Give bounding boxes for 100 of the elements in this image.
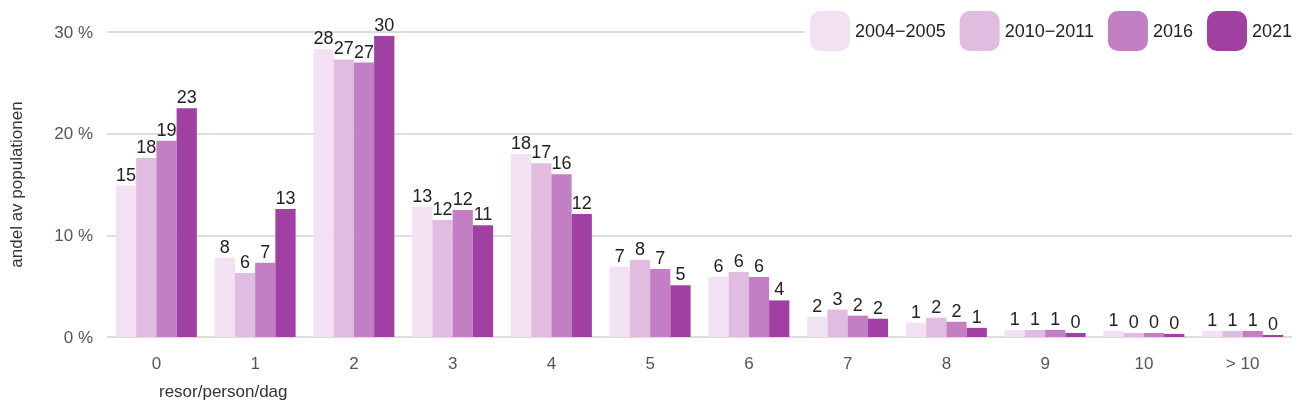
x-tick-label: 7 — [842, 354, 853, 373]
data-label: 1 — [1050, 308, 1061, 329]
x-tick-label: 4 — [546, 354, 557, 373]
bar — [432, 220, 453, 337]
bar — [1004, 329, 1025, 337]
data-label: 16 — [551, 153, 572, 174]
bar — [847, 315, 868, 337]
bar — [115, 185, 137, 337]
data-label: 2 — [812, 295, 823, 316]
data-label: 30 — [374, 15, 395, 36]
data-label: 6 — [733, 250, 744, 271]
data-label: 18 — [510, 133, 532, 153]
data-label: 1 — [1030, 308, 1041, 329]
bar — [708, 277, 729, 337]
data-label: 4 — [774, 279, 785, 300]
data-label: 7 — [655, 247, 666, 268]
bar — [571, 213, 592, 337]
bar — [1242, 330, 1263, 337]
data-label: 7 — [614, 245, 625, 266]
data-label: 3 — [832, 288, 843, 309]
x-tick-label: 5 — [645, 354, 655, 373]
bar — [353, 62, 375, 337]
data-label: 6 — [240, 251, 251, 272]
data-label: 8 — [635, 238, 646, 259]
x-tick-label: 8 — [941, 354, 952, 373]
bar — [748, 277, 770, 337]
data-label: 1 — [911, 301, 922, 322]
data-label: 1 — [1247, 309, 1258, 330]
bar — [946, 321, 967, 337]
x-tick-label: 3 — [447, 354, 458, 373]
bar — [1262, 334, 1284, 337]
bar — [867, 318, 889, 337]
data-label: 13 — [275, 187, 296, 208]
bar — [255, 262, 276, 337]
bar — [1103, 330, 1124, 337]
data-label: 19 — [156, 119, 177, 140]
bar — [472, 225, 494, 337]
x-tick-label: 0 — [151, 354, 162, 373]
bar — [234, 272, 256, 337]
data-label: 13 — [412, 185, 433, 206]
data-label: 12 — [571, 192, 592, 213]
bar — [650, 268, 671, 337]
data-label: 8 — [219, 236, 230, 257]
data-label: 28 — [313, 28, 334, 49]
bar — [670, 285, 691, 337]
bar — [452, 209, 473, 337]
bar — [1164, 333, 1185, 337]
data-label: 6 — [753, 256, 764, 277]
data-label: 0 — [1169, 312, 1180, 333]
data-label: 1 — [1108, 309, 1119, 330]
data-label: 0 — [1070, 311, 1081, 332]
bar — [176, 108, 197, 337]
bar — [966, 327, 987, 337]
data-label: 5 — [675, 264, 686, 285]
bar — [1143, 332, 1165, 337]
data-label: 0 — [1148, 311, 1159, 332]
y-tick-label: 20 % — [54, 124, 93, 144]
bar — [510, 154, 532, 337]
x-tick-label: 10 — [1134, 354, 1154, 373]
data-label: 12 — [452, 188, 473, 209]
bar — [374, 36, 395, 337]
bar — [926, 317, 947, 337]
data-label: 27 — [353, 41, 375, 62]
legend-label: 2016 — [1152, 21, 1193, 41]
y-axis-title: andel av populationen — [7, 101, 26, 268]
bar — [807, 316, 828, 337]
legend-label: 2004−2005 — [855, 21, 946, 41]
y-tick-label: 30 % — [54, 22, 93, 42]
data-label: 17 — [531, 142, 552, 163]
x-tick-label: 1 — [250, 354, 260, 373]
y-tick-label: 0 % — [63, 327, 93, 347]
bar — [1024, 329, 1046, 337]
bar — [728, 271, 749, 337]
bar — [1045, 329, 1066, 337]
data-label: 1 — [1207, 309, 1218, 330]
data-label: 1 — [1009, 308, 1020, 329]
data-label: 27 — [333, 38, 354, 59]
x-axis-title: resor/person/dag — [159, 382, 288, 401]
bar — [156, 140, 177, 337]
legend-label: 2010−2011 — [1004, 21, 1094, 41]
bar — [629, 259, 651, 337]
data-label: 1 — [1227, 309, 1238, 330]
bar — [609, 266, 630, 337]
bar — [412, 206, 433, 337]
bar — [136, 158, 157, 337]
data-label: 2 — [931, 296, 942, 317]
data-label: 0 — [1267, 313, 1278, 334]
data-label: 0 — [1128, 311, 1139, 332]
bar — [905, 322, 927, 337]
data-label: 23 — [176, 87, 197, 108]
bar — [531, 163, 552, 337]
data-label: 2 — [951, 300, 962, 321]
data-label: 15 — [115, 164, 137, 185]
bar — [275, 208, 296, 337]
bar — [214, 257, 235, 337]
legend-label: 2021 — [1251, 21, 1292, 41]
x-tick-label: 6 — [744, 354, 754, 373]
data-label: 12 — [432, 199, 453, 220]
bar — [1222, 330, 1243, 337]
bar — [827, 309, 848, 337]
